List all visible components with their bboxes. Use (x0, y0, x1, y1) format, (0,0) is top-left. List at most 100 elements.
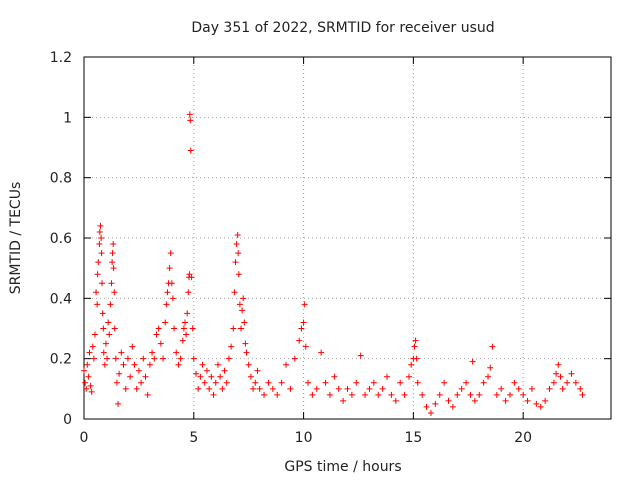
data-point (83, 385, 90, 392)
data-point (110, 241, 117, 248)
data-point (471, 397, 478, 404)
data-point (401, 391, 408, 398)
data-point (357, 352, 364, 359)
data-point (179, 337, 186, 344)
data-point (89, 343, 96, 350)
data-point (109, 250, 116, 257)
data-point (230, 325, 237, 332)
data-point (144, 391, 151, 398)
data-point (111, 289, 118, 296)
data-point (388, 391, 395, 398)
data-point (182, 319, 189, 326)
x-tick-label: 15 (404, 430, 422, 446)
data-point (106, 331, 113, 338)
data-point (362, 391, 369, 398)
data-point (408, 361, 415, 368)
data-point (239, 307, 246, 314)
data-point (454, 391, 461, 398)
x-tick-label: 10 (295, 430, 313, 446)
data-point (100, 349, 107, 356)
data-point (195, 385, 202, 392)
data-point (108, 280, 115, 287)
data-point (242, 340, 249, 347)
data-point (487, 364, 494, 371)
data-point (127, 373, 134, 380)
data-point (553, 370, 560, 377)
plot-frame (83, 56, 612, 420)
data-point (129, 343, 136, 350)
data-point (392, 397, 399, 404)
data-point (485, 373, 492, 380)
data-point (498, 385, 505, 392)
data-point (515, 385, 522, 392)
data-point (579, 391, 586, 398)
data-point (102, 340, 109, 347)
data-point (101, 361, 108, 368)
data-point (166, 265, 173, 272)
data-point (118, 349, 125, 356)
data-point (291, 355, 298, 362)
data-point (109, 259, 116, 266)
data-point (397, 379, 404, 386)
data-point (90, 355, 97, 362)
data-point (379, 385, 386, 392)
data-point (441, 379, 448, 386)
data-point (445, 397, 452, 404)
data-point (185, 289, 192, 296)
data-point (84, 361, 91, 368)
data-point (296, 337, 303, 344)
data-point (432, 400, 439, 407)
data-point (331, 373, 338, 380)
data-point (201, 379, 208, 386)
data-point (155, 325, 162, 332)
data-point (300, 319, 307, 326)
data-point (186, 111, 193, 118)
data-point (353, 379, 360, 386)
data-point (256, 385, 263, 392)
data-point (206, 385, 213, 392)
data-point (171, 325, 178, 332)
data-point (559, 385, 566, 392)
data-point (105, 319, 112, 326)
data-point (228, 343, 235, 350)
data-point (99, 280, 106, 287)
data-point (506, 391, 513, 398)
data-point (98, 250, 105, 257)
data-point (577, 385, 584, 392)
data-point (94, 301, 101, 308)
data-point (252, 379, 259, 386)
data-point (322, 379, 329, 386)
data-point (546, 385, 553, 392)
x-tick-label: 20 (514, 430, 532, 446)
data-point (98, 235, 105, 241)
data-point (240, 295, 247, 302)
data-point (131, 361, 138, 368)
data-point (162, 319, 169, 326)
data-point (301, 301, 308, 308)
data-point (169, 295, 176, 302)
data-point (463, 379, 470, 386)
x-tick-label: 0 (80, 430, 89, 446)
data-point (97, 222, 104, 229)
data-point (247, 373, 254, 380)
data-point (375, 391, 382, 398)
data-point (186, 271, 193, 278)
data-point (238, 325, 245, 332)
data-point (261, 391, 268, 398)
data-point (163, 301, 170, 308)
data-point (537, 403, 544, 410)
data-point (93, 289, 100, 296)
data-point (95, 259, 102, 266)
data-point (557, 373, 564, 380)
data-point (221, 367, 228, 374)
data-point (116, 370, 123, 377)
data-point (100, 325, 107, 332)
data-point (427, 409, 434, 416)
data-point (250, 385, 257, 392)
data-point (550, 379, 557, 386)
y-tick-label: 0.6 (50, 231, 72, 247)
data-point (120, 361, 127, 368)
data-point (96, 228, 103, 235)
data-point (236, 301, 243, 308)
data-point (189, 325, 196, 332)
